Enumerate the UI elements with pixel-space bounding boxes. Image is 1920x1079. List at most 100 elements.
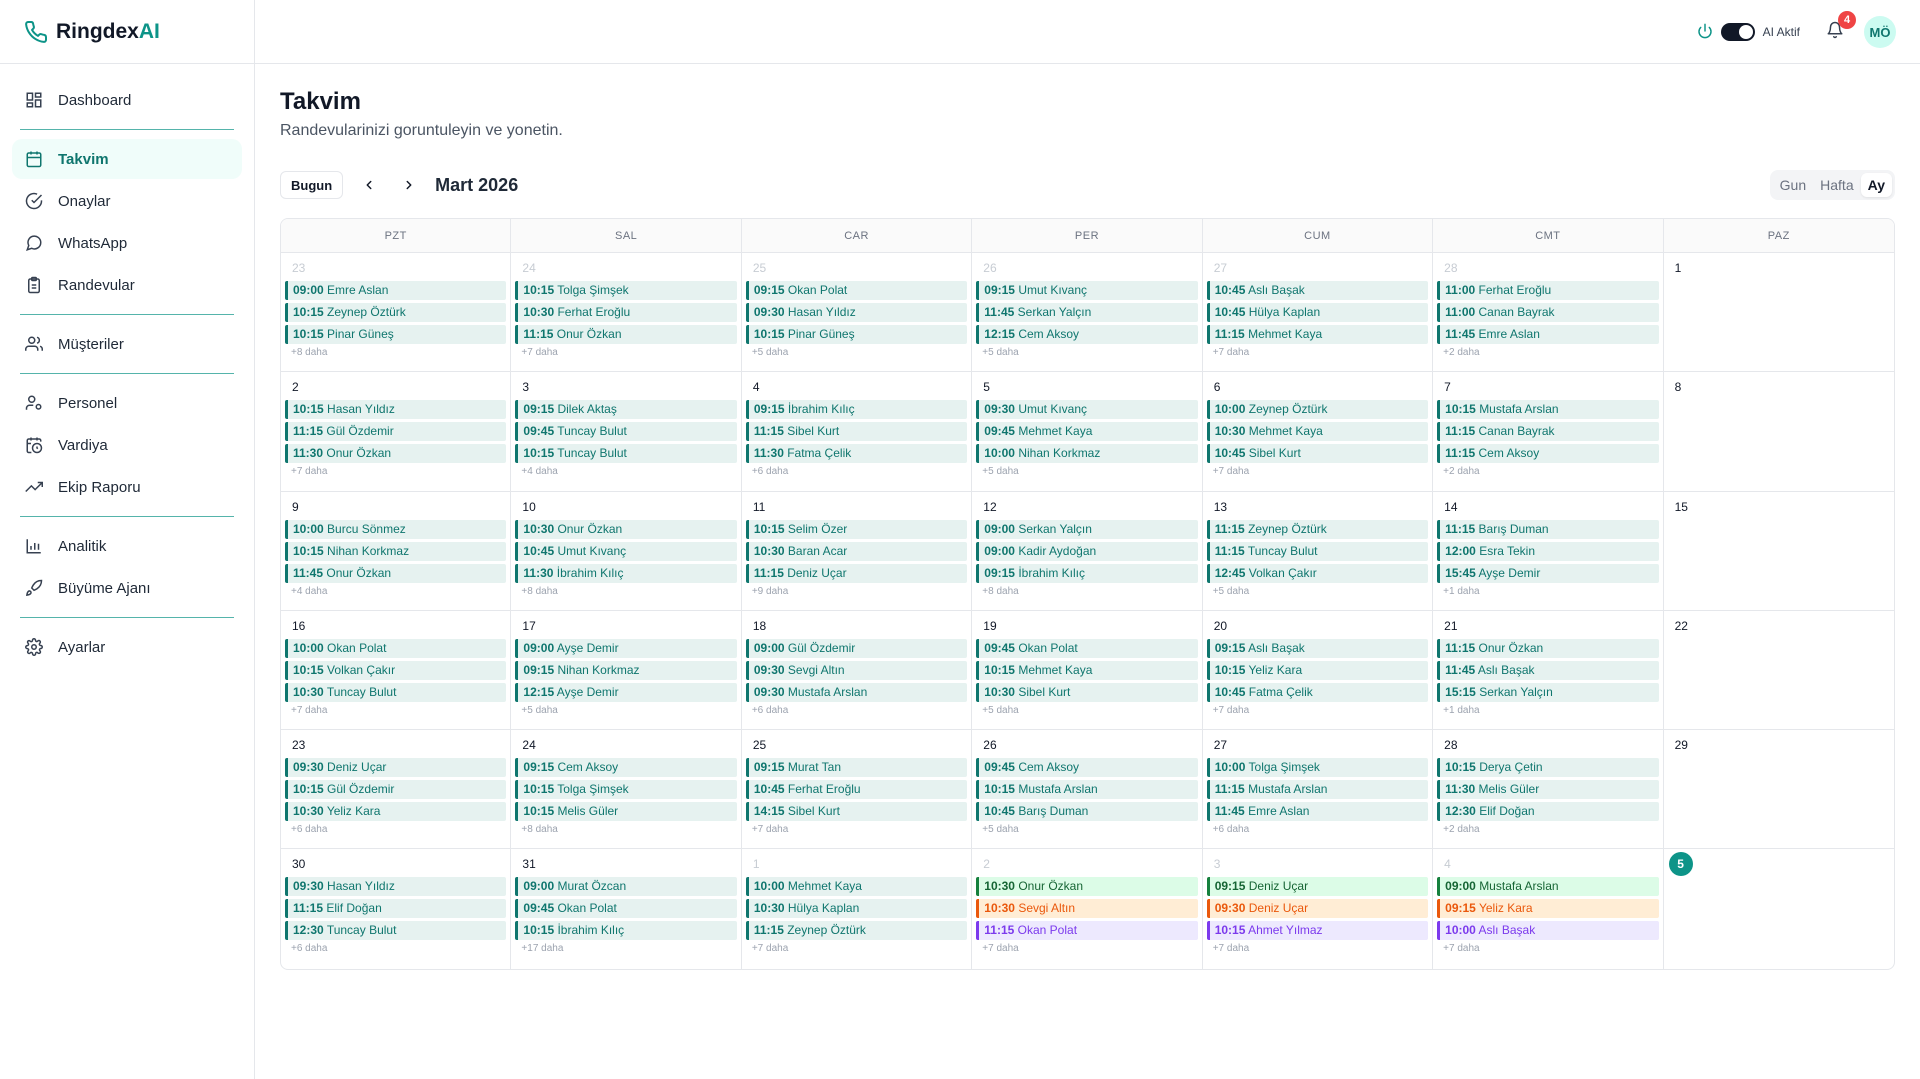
appointment-event[interactable]: 09:15 Okan Polat xyxy=(745,281,968,300)
appointment-event[interactable]: 09:00 Gül Özdemir xyxy=(745,638,968,658)
appointment-event[interactable]: 10:15 Volkan Çakır xyxy=(285,660,507,680)
day-cell[interactable]: 1 10:00 Mehmet Kaya 10:30 Hülya Kaplan 11:1… xyxy=(742,849,973,969)
sidebar-item-randevular[interactable]: Randevular xyxy=(12,265,242,305)
more-events-link[interactable]: +6 daha xyxy=(751,466,789,478)
appointment-event[interactable]: 09:15 Yeliz Kara xyxy=(1437,899,1659,919)
appointment-event[interactable]: 10:15 Gül Özdemir xyxy=(285,780,507,800)
sidebar-item-dashboard[interactable]: Dashboard xyxy=(12,80,242,120)
more-events-link[interactable]: +1 daha xyxy=(1443,704,1480,716)
sidebar-item-büyüme-ajanı[interactable]: Büyüme Ajanı xyxy=(12,568,242,608)
appointment-event[interactable]: 09:45 Okan Polat xyxy=(515,899,737,919)
appointment-event[interactable]: 09:30 Umut Kıvanç xyxy=(976,400,1198,420)
appointment-event[interactable]: 10:00 Zeynep Öztürk xyxy=(1206,400,1429,420)
day-cell[interactable]: 23 09:00 Emre Aslan 10:15 Zeynep Öztürk 10:… xyxy=(281,253,512,373)
appointment-event[interactable]: 09:45 Mehmet Kaya xyxy=(976,422,1198,442)
day-cell[interactable]: 31 09:00 Murat Özcan 09:45 Okan Polat 10:15… xyxy=(511,849,742,969)
more-events-link[interactable]: +4 daha xyxy=(291,585,328,597)
prev-month-button[interactable] xyxy=(355,171,383,199)
day-cell[interactable]: 25 09:15 Okan Polat 09:30 Hasan Yıldız 10:1… xyxy=(741,253,973,373)
appointment-event[interactable]: 11:15 Tuncay Bulut xyxy=(1206,541,1429,561)
appointment-event[interactable]: 10:00 Mehmet Kaya xyxy=(745,877,968,897)
more-events-link[interactable]: +7 daha xyxy=(751,943,789,955)
day-cell[interactable]: 2 10:15 Hasan Yıldız 11:15 Gül Özdemir 11:3… xyxy=(281,372,512,492)
appointment-event[interactable]: 11:00 Canan Bayrak xyxy=(1437,303,1659,322)
day-cell[interactable]: 30 09:30 Hasan Yıldız 11:15 Elif Doğan 12:3… xyxy=(281,849,512,969)
appointment-event[interactable]: 10:15 Tuncay Bulut xyxy=(515,444,737,464)
day-cell[interactable]: 13 11:15 Zeynep Öztürk 11:15 Tuncay Bulut 1… xyxy=(1202,491,1434,611)
more-events-link[interactable]: +5 daha xyxy=(982,347,1019,358)
appointment-event[interactable]: 09:30 Deniz Uçar xyxy=(1206,899,1429,919)
more-events-link[interactable]: +1 daha xyxy=(1443,585,1480,597)
appointment-event[interactable]: 10:15 Mustafa Arslan xyxy=(976,780,1198,800)
appointment-event[interactable]: 09:45 Tuncay Bulut xyxy=(515,422,737,442)
more-events-link[interactable]: +8 daha xyxy=(521,585,558,597)
appointment-event[interactable]: 11:15 Zeynep Öztürk xyxy=(745,921,968,941)
more-events-link[interactable]: +7 daha xyxy=(1212,943,1250,955)
more-events-link[interactable]: +4 daha xyxy=(521,466,558,478)
day-cell[interactable]: 3 09:15 Deniz Uçar 09:30 Deniz Uçar 10:15 A… xyxy=(1203,849,1434,969)
appointment-event[interactable]: 10:30 Hülya Kaplan xyxy=(745,899,968,919)
more-events-link[interactable]: +7 daha xyxy=(1212,347,1250,358)
more-events-link[interactable]: +8 daha xyxy=(982,585,1019,597)
more-events-link[interactable]: +9 daha xyxy=(751,585,789,597)
appointment-event[interactable]: 14:15 Sibel Kurt xyxy=(745,802,968,822)
day-cell[interactable]: 26 09:15 Umut Kıvanç 11:45 Serkan Yalçın 12… xyxy=(972,253,1203,373)
more-events-link[interactable]: +17 daha xyxy=(521,943,564,955)
appointment-event[interactable]: 10:00 Tolga Şimşek xyxy=(1206,758,1429,778)
appointment-event[interactable]: 11:15 Okan Polat xyxy=(976,921,1198,941)
appointment-event[interactable]: 09:00 Kadir Aydoğan xyxy=(976,541,1198,561)
appointment-event[interactable]: 10:30 Onur Özkan xyxy=(515,519,737,539)
appointment-event[interactable]: 09:30 Hasan Yıldız xyxy=(745,303,968,322)
more-events-link[interactable]: +6 daha xyxy=(1212,824,1250,836)
appointment-event[interactable]: 10:00 Nihan Korkmaz xyxy=(976,444,1198,464)
more-events-link[interactable]: +7 daha xyxy=(751,824,789,836)
day-cell[interactable]: 28 10:15 Derya Çetin 11:30 Melis Güler 12:3… xyxy=(1433,730,1664,850)
appointment-event[interactable]: 09:00 Ayşe Demir xyxy=(515,638,737,658)
day-cell[interactable]: 17 09:00 Ayşe Demir 09:15 Nihan Korkmaz 12:… xyxy=(511,610,742,731)
today-button[interactable]: Bugun xyxy=(280,171,344,199)
appointment-event[interactable]: 09:30 Deniz Uçar xyxy=(285,758,507,778)
sidebar-item-takvim[interactable]: Takvim xyxy=(12,139,242,179)
appointment-event[interactable]: 09:15 Deniz Uçar xyxy=(1206,877,1429,897)
view-ay-button[interactable]: Ay xyxy=(1860,173,1892,197)
more-events-link[interactable]: +7 daha xyxy=(1212,466,1250,478)
day-cell[interactable]: 3 09:15 Dilek Aktaş 09:45 Tuncay Bulut 10:1… xyxy=(511,372,742,492)
day-cell[interactable]: 16 10:00 Okan Polat 10:15 Volkan Çakır 10:3… xyxy=(281,610,512,731)
appointment-event[interactable]: 11:45 Emre Aslan xyxy=(1437,325,1659,344)
appointment-event[interactable]: 10:15 Hasan Yıldız xyxy=(285,400,507,420)
appointment-event[interactable]: 10:45 Ferhat Eroğlu xyxy=(745,780,968,800)
appointment-event[interactable]: 10:15 Derya Çetin xyxy=(1437,758,1659,778)
day-cell[interactable]: 20 09:15 Aslı Başak 10:15 Yeliz Kara 10:45 … xyxy=(1202,610,1434,731)
day-cell[interactable]: 25 09:15 Murat Tan 10:45 Ferhat Eroğlu 14:1… xyxy=(741,730,973,850)
appointment-event[interactable]: 11:15 Elif Doğan xyxy=(285,899,507,919)
ai-toggle[interactable] xyxy=(1720,23,1755,41)
day-cell[interactable]: 15 xyxy=(1663,492,1894,611)
appointment-event[interactable]: 10:15 Tolga Şimşek xyxy=(515,281,737,300)
appointment-event[interactable]: 11:45 Aslı Başak xyxy=(1437,660,1659,680)
appointment-event[interactable]: 10:15 Nihan Korkmaz xyxy=(285,541,507,561)
appointment-event[interactable]: 11:15 Mustafa Arslan xyxy=(1206,780,1429,800)
more-events-link[interactable]: +5 daha xyxy=(751,347,789,358)
view-gun-button[interactable]: Gun xyxy=(1779,177,1807,193)
appointment-event[interactable]: 11:15 Barış Duman xyxy=(1437,519,1659,539)
more-events-link[interactable]: +8 daha xyxy=(291,347,328,358)
day-cell[interactable]: 12 09:00 Serkan Yalçın 09:00 Kadir Aydoğan… xyxy=(972,491,1203,611)
day-cell[interactable]: 8 xyxy=(1663,372,1894,492)
appointment-event[interactable]: 10:15 Tolga Şimşek xyxy=(515,780,737,800)
view-hafta-button[interactable]: Hafta xyxy=(1820,177,1854,193)
day-cell[interactable]: 29 xyxy=(1663,730,1894,850)
sidebar-item-ayarlar[interactable]: Ayarlar xyxy=(12,627,242,667)
appointment-event[interactable]: 10:15 Mustafa Arslan xyxy=(1437,400,1659,420)
day-cell[interactable]: 23 09:30 Deniz Uçar 10:15 Gül Özdemir 10:30… xyxy=(281,730,512,850)
appointment-event[interactable]: 12:15 Ayşe Demir xyxy=(515,682,737,702)
day-cell[interactable]: 18 09:00 Gül Özdemir 09:30 Sevgi Altın 09:3… xyxy=(741,610,973,731)
appointment-event[interactable]: 10:30 Ferhat Eroğlu xyxy=(515,303,737,322)
appointment-event[interactable]: 11:15 Sibel Kurt xyxy=(745,422,968,442)
appointment-event[interactable]: 15:45 Ayşe Demir xyxy=(1437,563,1659,583)
more-events-link[interactable]: +5 daha xyxy=(982,466,1019,478)
appointment-event[interactable]: 09:30 Mustafa Arslan xyxy=(745,682,968,702)
appointment-event[interactable]: 10:30 Tuncay Bulut xyxy=(285,682,507,702)
appointment-event[interactable]: 10:30 Sibel Kurt xyxy=(976,682,1198,702)
more-events-link[interactable]: +7 daha xyxy=(291,466,328,478)
day-cell[interactable]: 10 10:30 Onur Özkan 10:45 Umut Kıvanç 11:30… xyxy=(511,491,742,611)
